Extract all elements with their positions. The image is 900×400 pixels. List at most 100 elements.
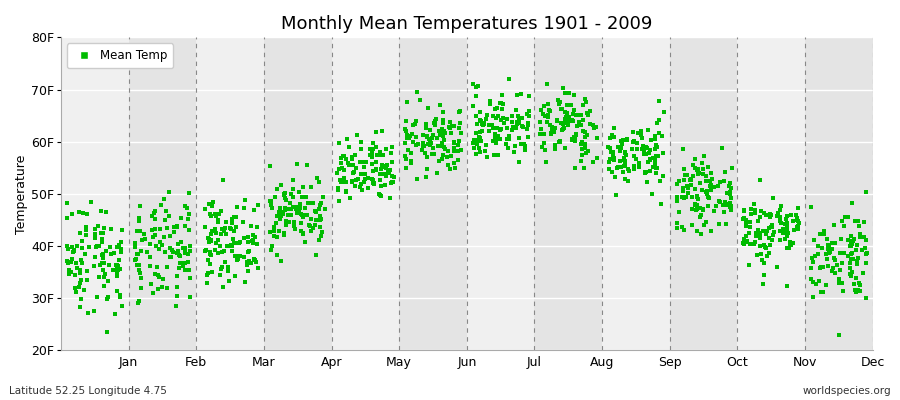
- Point: [447, 123, 462, 129]
- Point: [804, 276, 818, 283]
- Point: [835, 259, 850, 266]
- Point: [100, 295, 114, 302]
- Point: [274, 213, 288, 220]
- Point: [331, 198, 346, 204]
- Point: [690, 228, 705, 234]
- Point: [200, 272, 214, 278]
- Point: [686, 172, 700, 179]
- Point: [436, 143, 451, 150]
- Point: [364, 160, 379, 167]
- Point: [248, 257, 262, 264]
- Point: [739, 222, 753, 229]
- Point: [544, 124, 559, 130]
- Point: [354, 146, 368, 152]
- Point: [642, 150, 656, 156]
- Point: [847, 236, 861, 242]
- Point: [638, 151, 652, 158]
- Point: [91, 223, 105, 229]
- Point: [857, 218, 871, 225]
- Point: [711, 221, 725, 228]
- Point: [477, 148, 491, 154]
- Point: [491, 113, 505, 119]
- Point: [582, 108, 597, 114]
- Point: [514, 91, 528, 97]
- Point: [475, 121, 490, 127]
- Point: [385, 144, 400, 150]
- Point: [365, 140, 380, 146]
- Point: [606, 152, 620, 158]
- Point: [180, 205, 194, 211]
- Point: [825, 246, 840, 252]
- Point: [482, 98, 497, 104]
- Point: [113, 239, 128, 246]
- Point: [93, 262, 107, 268]
- Point: [423, 142, 437, 148]
- Point: [823, 247, 837, 254]
- Point: [454, 147, 469, 153]
- Point: [445, 123, 459, 129]
- Point: [355, 139, 369, 145]
- Point: [250, 201, 265, 208]
- Point: [697, 152, 711, 159]
- Bar: [737, 37, 806, 350]
- Point: [821, 263, 835, 270]
- Point: [845, 241, 859, 248]
- Point: [844, 243, 859, 249]
- Point: [106, 250, 121, 256]
- Point: [485, 125, 500, 131]
- Point: [688, 186, 702, 193]
- Point: [264, 198, 278, 204]
- Point: [723, 180, 737, 186]
- Point: [639, 144, 653, 150]
- Point: [538, 159, 553, 165]
- Point: [780, 227, 795, 234]
- Point: [95, 260, 110, 266]
- Point: [643, 168, 657, 174]
- Point: [510, 119, 525, 125]
- Point: [677, 166, 691, 172]
- Point: [765, 223, 779, 230]
- Point: [436, 133, 450, 140]
- Point: [375, 128, 390, 134]
- Point: [436, 109, 450, 115]
- Point: [444, 166, 458, 172]
- Point: [717, 209, 732, 215]
- Point: [722, 183, 736, 189]
- Point: [626, 139, 641, 146]
- Point: [349, 177, 364, 184]
- Point: [604, 148, 618, 155]
- Point: [68, 246, 82, 253]
- Point: [146, 290, 160, 296]
- Point: [572, 112, 586, 118]
- Point: [690, 171, 705, 178]
- Point: [298, 239, 312, 245]
- Point: [544, 130, 559, 137]
- Point: [683, 175, 698, 182]
- Point: [360, 175, 374, 181]
- Point: [202, 239, 216, 245]
- Point: [832, 332, 847, 339]
- Point: [811, 250, 825, 257]
- Bar: [535, 37, 602, 350]
- Point: [637, 150, 652, 157]
- Point: [104, 225, 118, 232]
- Point: [418, 150, 433, 156]
- Point: [547, 124, 562, 131]
- Point: [444, 130, 458, 136]
- Point: [148, 207, 162, 214]
- Point: [489, 136, 503, 143]
- Point: [405, 122, 419, 128]
- Point: [508, 106, 523, 113]
- Point: [95, 236, 110, 242]
- Point: [374, 166, 389, 172]
- Point: [155, 241, 169, 248]
- Point: [201, 257, 215, 263]
- Point: [520, 126, 535, 133]
- Point: [424, 140, 438, 146]
- Point: [174, 215, 188, 221]
- Point: [723, 200, 737, 206]
- Point: [737, 241, 751, 248]
- Point: [565, 117, 580, 124]
- Point: [204, 231, 219, 238]
- Point: [249, 224, 264, 230]
